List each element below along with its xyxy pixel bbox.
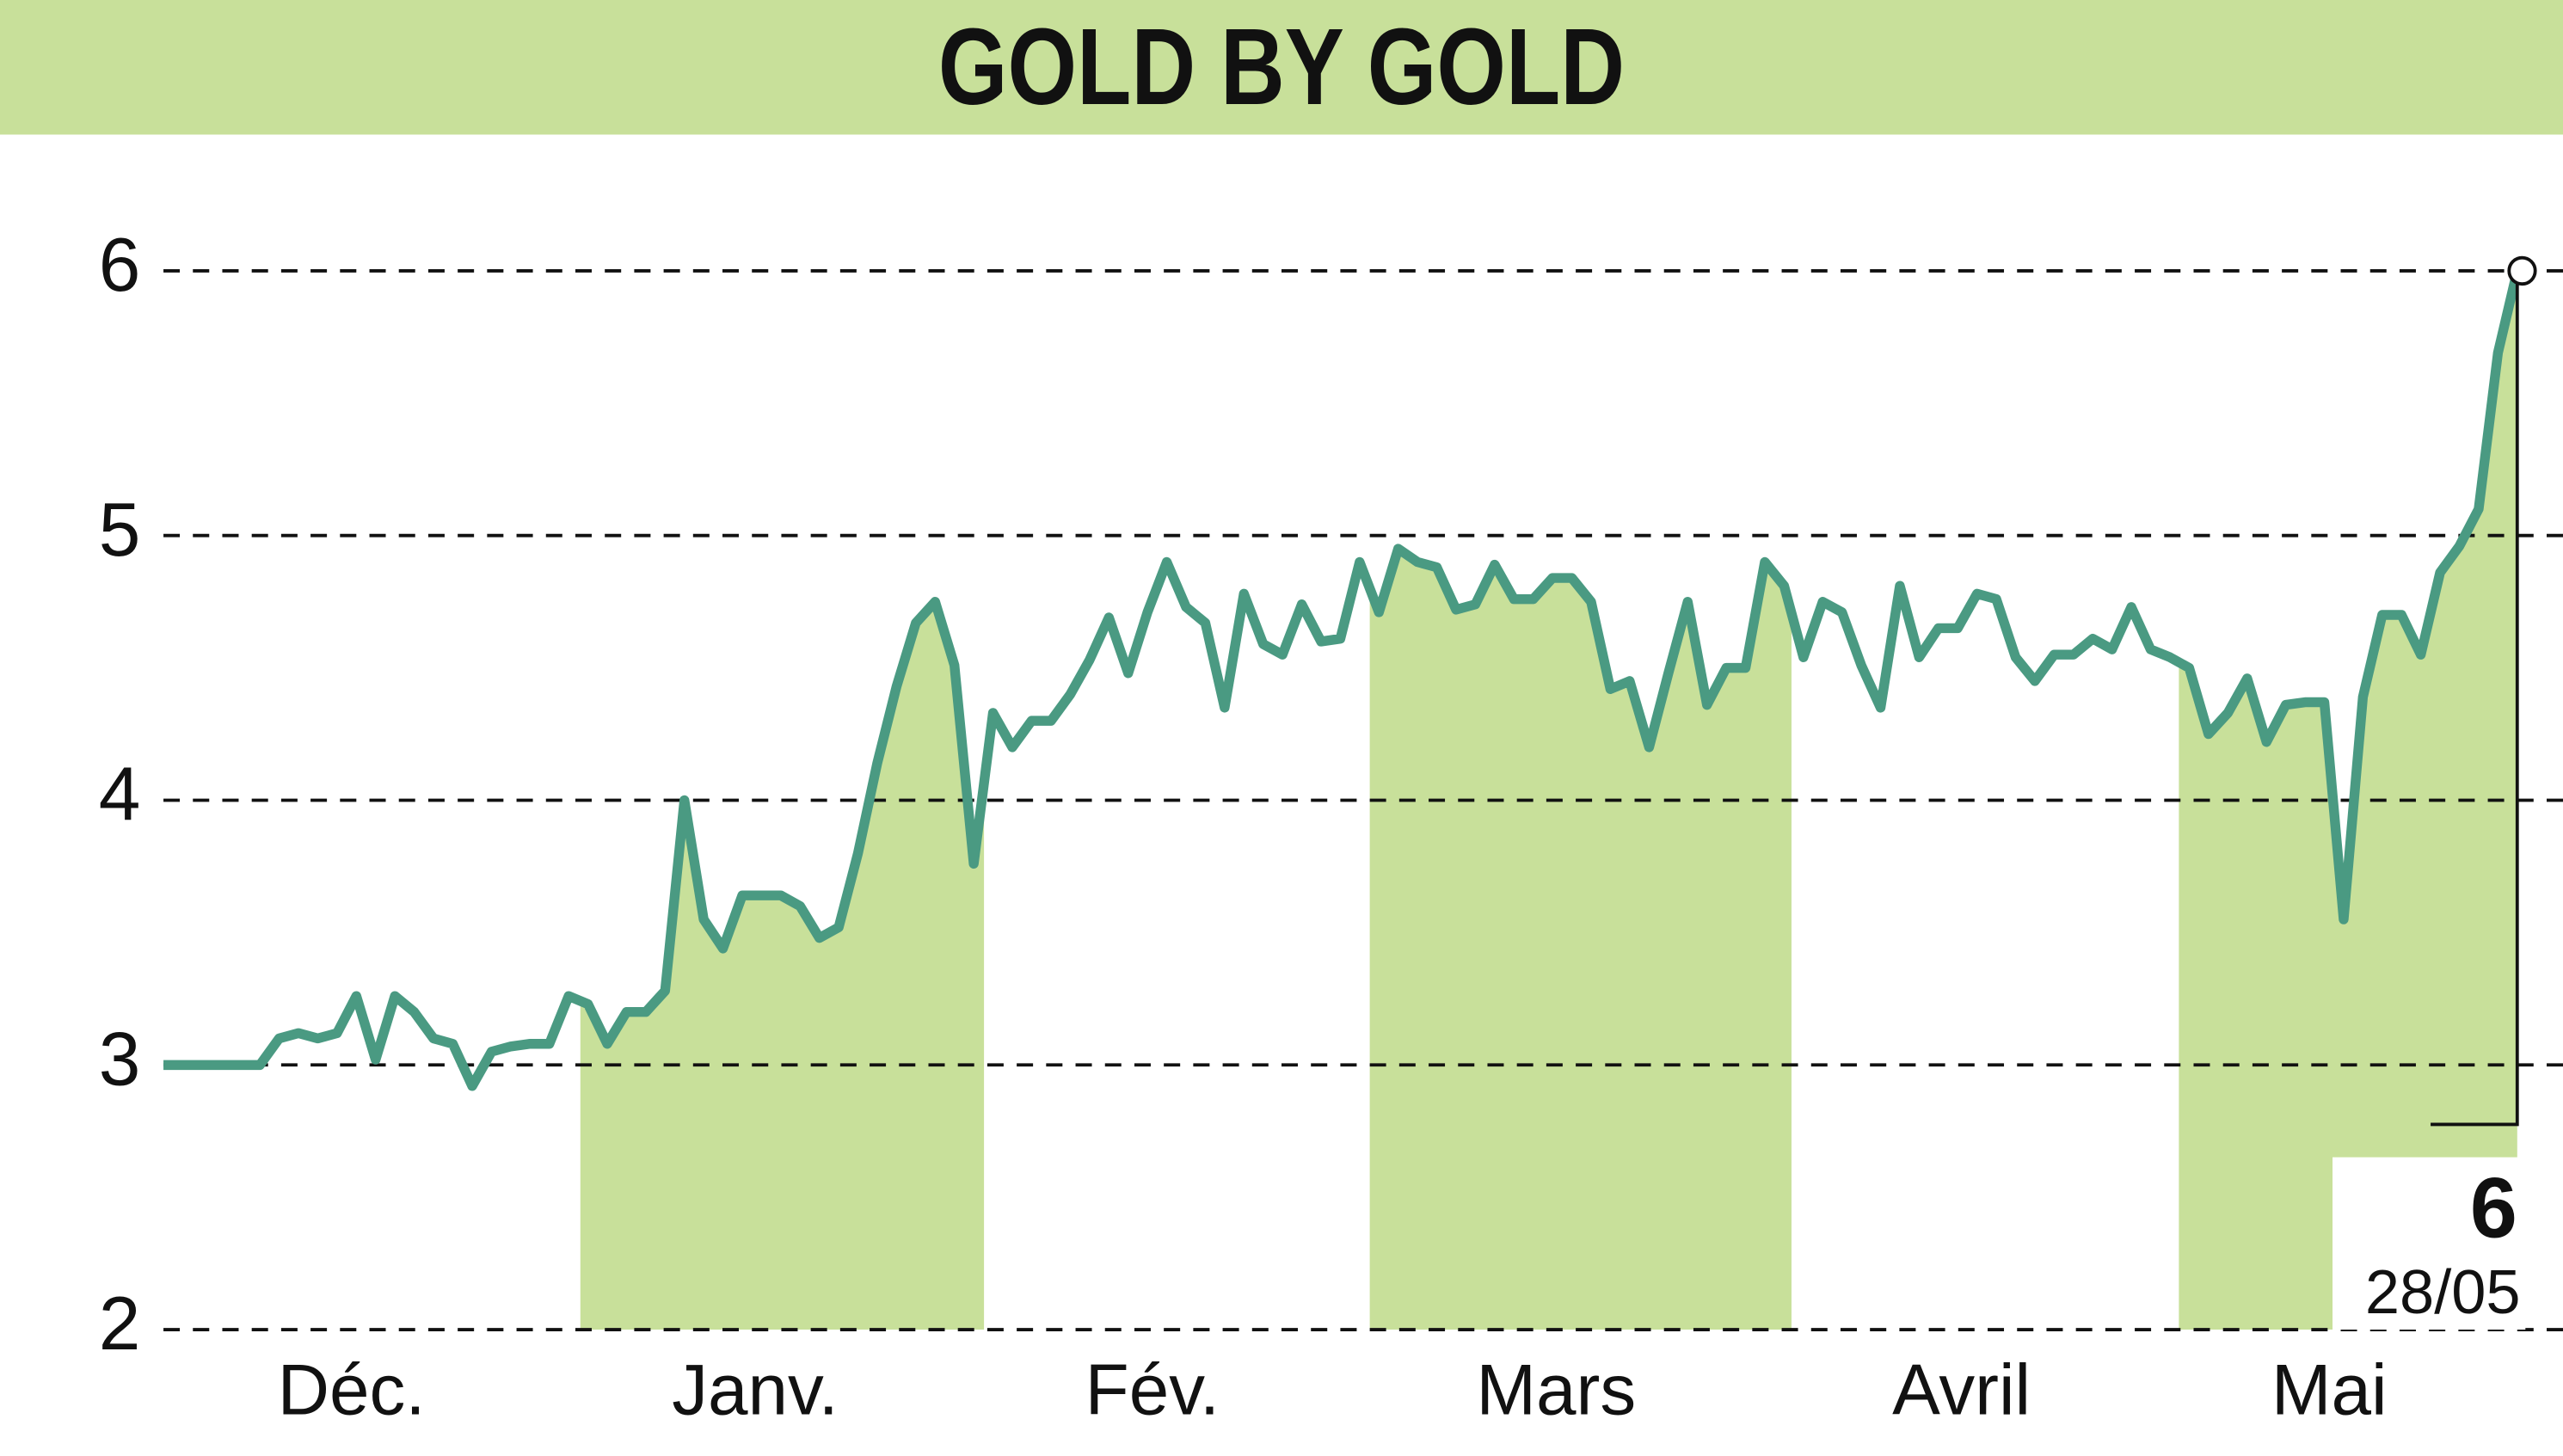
last-date-label: 28/05 [2365,1257,2521,1327]
y-tick-label: 5 [99,488,141,572]
last-value-label: 6 [2470,1159,2517,1255]
chart-title: GOLD BY GOLD [938,6,1625,127]
last-label-box [2333,1157,2526,1330]
y-tick-label: 4 [99,753,141,837]
x-tick-label: Déc. [278,1348,426,1429]
x-tick-label: Mai [2271,1348,2388,1429]
x-tick-label: Janv. [672,1348,839,1429]
x-tick-label: Avril [1892,1348,2031,1429]
y-tick-label: 2 [99,1281,141,1366]
x-tick-label: Mars [1476,1348,1636,1429]
price-line [163,269,2523,1091]
title-band [0,0,2563,135]
last-connector [2431,270,2519,1127]
last-point [2507,255,2537,286]
x-tick-label: Fév. [1085,1348,1220,1429]
y-tick-label: 3 [99,1017,141,1101]
y-tick-label: 6 [99,223,141,307]
